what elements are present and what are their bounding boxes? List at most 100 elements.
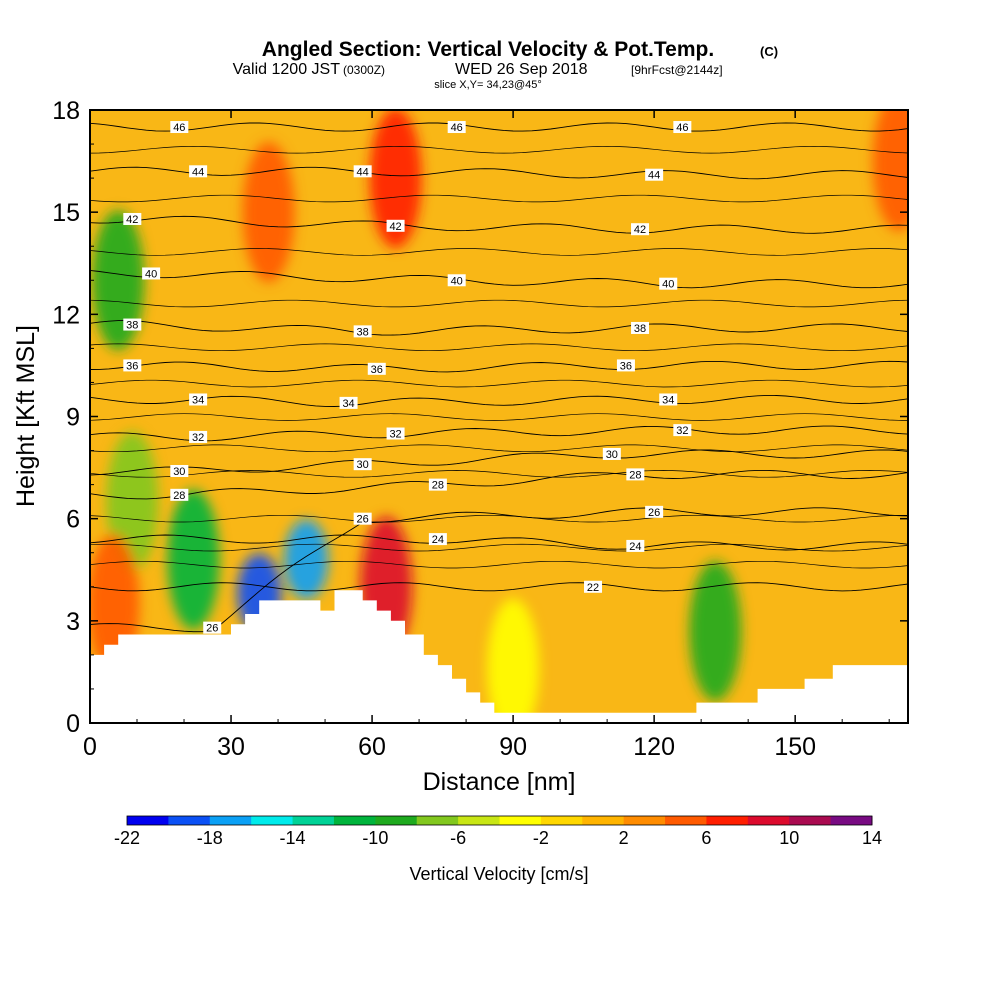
theta-contour-32 — [90, 425, 908, 442]
contour-label: 30 — [353, 458, 372, 471]
colorbar-swatch — [582, 816, 625, 825]
svg-text:42: 42 — [634, 224, 646, 236]
x-tick-label: 120 — [633, 733, 675, 761]
colorbar-swatch — [168, 816, 211, 825]
plot-area: 22 24 24 26 26 26 28 28 28 30 30 30 32 32 32 34 34 34 36 36… — [90, 110, 908, 723]
x-axis: 0 30 60 90 120 150 — [83, 110, 890, 761]
colorbar-tick-label: -18 — [197, 828, 223, 848]
contour-label: 44 — [645, 168, 664, 182]
colorbar-swatch — [416, 816, 459, 825]
colorbar-swatch — [665, 816, 707, 825]
svg-text:26: 26 — [357, 514, 369, 526]
y-tick-label: 3 — [66, 608, 80, 636]
velocity-cell — [242, 142, 295, 283]
svg-text:46: 46 — [173, 122, 185, 134]
x-tick-label: 0 — [83, 733, 97, 761]
contour-label: 32 — [673, 424, 692, 437]
contour-label: 40 — [659, 277, 678, 291]
svg-text:40: 40 — [145, 268, 157, 280]
svg-text:26: 26 — [206, 623, 218, 635]
colorbar-swatch — [127, 816, 169, 825]
velocity-cell — [167, 489, 220, 630]
theta-contour-minor — [90, 413, 908, 421]
svg-text:28: 28 — [629, 469, 641, 481]
contour-label: 22 — [584, 580, 603, 594]
theta-contour-46 — [90, 122, 908, 132]
svg-text:34: 34 — [192, 394, 204, 406]
colorbar-tick-label: 6 — [701, 828, 711, 848]
contour-label: 32 — [386, 427, 405, 441]
velocity-cell — [487, 598, 540, 723]
theta-contour-minor — [90, 145, 908, 154]
contour-label: 46 — [447, 121, 466, 134]
contour-label: 30 — [170, 464, 189, 478]
x-tick-label: 30 — [217, 733, 245, 761]
svg-text:30: 30 — [357, 459, 369, 471]
contour-label: 34 — [189, 393, 208, 406]
forecast-info: [9hrFcst@2144z] — [631, 63, 723, 77]
svg-text:46: 46 — [676, 122, 688, 134]
theta-contour-minor — [90, 470, 908, 478]
svg-text:38: 38 — [634, 323, 646, 335]
svg-text:42: 42 — [126, 214, 138, 226]
svg-text:44: 44 — [192, 166, 204, 178]
colorbar-tick-label: -22 — [114, 828, 140, 848]
svg-text:26: 26 — [648, 507, 660, 519]
contour-label: 42 — [123, 212, 142, 226]
colorbar-swatch — [499, 816, 542, 825]
theta-contour-minor — [90, 560, 908, 569]
colorbar-swatch — [706, 816, 749, 825]
contour-labels: 22 24 24 26 26 26 28 28 28 30 30 30 32 32 32 34 34 34 36 36… — [123, 121, 692, 635]
colorbar-swatch — [830, 816, 873, 825]
contour-label: 26 — [203, 621, 222, 635]
svg-text:46: 46 — [451, 122, 463, 134]
y-tick-label: 6 — [66, 506, 80, 534]
colorbar-swatch — [458, 816, 500, 825]
contour-label: 32 — [189, 430, 208, 444]
theta-contour-28 — [90, 469, 908, 500]
velocity-cell — [92, 210, 145, 351]
theta-contour-26 — [90, 507, 908, 633]
contour-label: 26 — [645, 505, 664, 519]
theta-contour-minor — [90, 299, 908, 308]
valid-time-zulu: (0300Z) — [343, 63, 385, 77]
svg-text:36: 36 — [620, 360, 632, 372]
colorbar-swatch — [209, 816, 252, 825]
contour-label: 24 — [626, 539, 645, 553]
terrain-mask — [90, 590, 908, 723]
y-tick-label: 12 — [52, 301, 80, 329]
contour-label: 38 — [123, 318, 142, 332]
svg-text:44: 44 — [357, 166, 369, 178]
theta-contour-24 — [90, 534, 908, 551]
valid-date: WED 26 Sep 2018 — [455, 61, 588, 78]
svg-text:36: 36 — [371, 364, 383, 376]
x-tick-label: 150 — [774, 733, 816, 761]
contour-label: 26 — [353, 512, 372, 526]
colorbar: -22 -18 -14 -10 -6 -2 2 6 10 14 — [114, 815, 882, 848]
y-axis-label: Height [Kft MSL] — [12, 325, 40, 507]
y-tick-label: 18 — [52, 97, 80, 125]
theta-contour-22 — [90, 582, 908, 592]
svg-text:38: 38 — [126, 320, 138, 332]
contour-label: 42 — [386, 219, 405, 233]
svg-text:42: 42 — [389, 221, 401, 233]
contour-label: 36 — [367, 362, 386, 376]
theta-contour-minor — [90, 543, 908, 552]
colorbar-tick-label: -2 — [533, 828, 549, 848]
colorbar-tick-label: 2 — [619, 828, 629, 848]
contour-label: 28 — [170, 488, 189, 502]
svg-text:32: 32 — [389, 429, 401, 441]
contour-label: 44 — [189, 165, 208, 178]
theta-contour-minor — [90, 514, 908, 523]
y-tick-label: 9 — [66, 404, 80, 432]
svg-text:22: 22 — [587, 582, 599, 594]
potential-temperature-contours — [90, 122, 908, 633]
contour-label: 46 — [170, 121, 189, 134]
x-tick-label: 60 — [358, 733, 386, 761]
chart-title-block: Angled Section: Vertical Velocity & Pot.… — [233, 38, 778, 91]
colorbar-tick-label: -6 — [450, 828, 466, 848]
theta-contour-minor — [90, 248, 908, 256]
slice-info: slice X,Y= 34,23@45° — [434, 79, 542, 91]
svg-text:36: 36 — [126, 360, 138, 372]
